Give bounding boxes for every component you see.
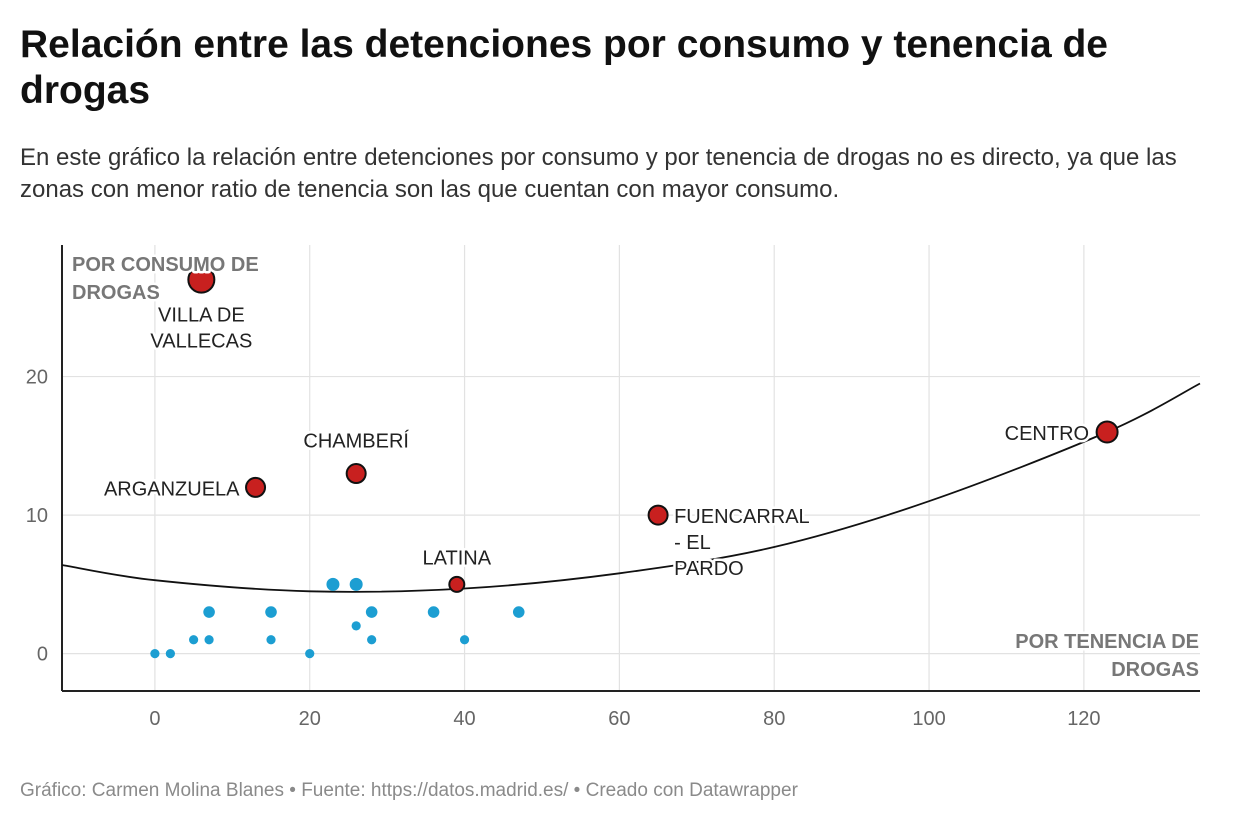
- highlighted-point: [448, 575, 466, 593]
- y-tick-label: 10: [26, 505, 48, 527]
- chart-title: Relación entre las detenciones por consu…: [20, 23, 1108, 112]
- data-point: [204, 635, 214, 645]
- y-axis-title: POR CONSUMO DE DROGAS: [72, 254, 259, 304]
- y-tick-label: 0: [37, 644, 48, 666]
- highlighted-point: [647, 504, 669, 526]
- footer-credits: Gráfico: Carmen Molina Blanes • Fuente: …: [20, 780, 798, 801]
- trend-line: [61, 382, 1201, 593]
- data-point: [459, 635, 470, 645]
- data-point: [305, 649, 315, 659]
- x-tick-label: 100: [912, 708, 945, 730]
- y-tick-label: 20: [26, 367, 48, 389]
- x-tick-label: 20: [299, 708, 321, 730]
- data-point: [349, 577, 363, 591]
- highlighted-point: [187, 265, 216, 294]
- highlighted-point: [1095, 420, 1119, 444]
- data-point: [265, 606, 277, 618]
- data-point: [365, 606, 378, 618]
- x-axis-title: POR TENENCIA DE DROGAS: [1015, 631, 1199, 681]
- data-point: [427, 606, 440, 618]
- point-label: FUENCARRAL - EL PARDO: [674, 506, 810, 580]
- point-labels: VILLA DE VALLECAS CHAMBERÍ ARGANZUELA CENTRO…: [101, 302, 1091, 582]
- y-axis-ticks: 0 10 20: [26, 367, 48, 666]
- data-point: [351, 621, 361, 631]
- data-point: [326, 577, 340, 591]
- highlighted-points: [187, 265, 1119, 593]
- data-point: [150, 649, 160, 659]
- highlighted-point: [245, 476, 267, 498]
- data-point: [203, 606, 215, 618]
- x-tick-label: 120: [1067, 708, 1100, 730]
- point-label: CHAMBERÍ: [303, 430, 409, 453]
- data-point: [165, 649, 175, 659]
- point-label: ARGANZUELA: [104, 478, 240, 500]
- data-point: [367, 635, 377, 645]
- highlighted-point: [345, 463, 367, 485]
- regular-points: [150, 577, 525, 659]
- axis-titles: POR CONSUMO DE DROGAS POR TENENCIA DE DROGA…: [70, 252, 1202, 684]
- chart-subtitle: En este gráfico la relación entre detenc…: [20, 144, 1177, 203]
- point-label: LATINA: [423, 547, 492, 569]
- grid-lines: [62, 245, 1200, 691]
- x-tick-label: 80: [763, 708, 785, 730]
- data-point: [512, 606, 525, 618]
- point-label: CENTRO: [1005, 423, 1089, 445]
- point-label: VILLA DE VALLECAS: [150, 305, 252, 353]
- data-point: [266, 635, 276, 645]
- data-point: [189, 635, 199, 645]
- x-tick-label: 0: [149, 708, 160, 730]
- x-axis-ticks: 0 20 40 60 80 100 120: [149, 708, 1100, 730]
- x-tick-label: 40: [453, 708, 475, 730]
- x-tick-label: 60: [608, 708, 630, 730]
